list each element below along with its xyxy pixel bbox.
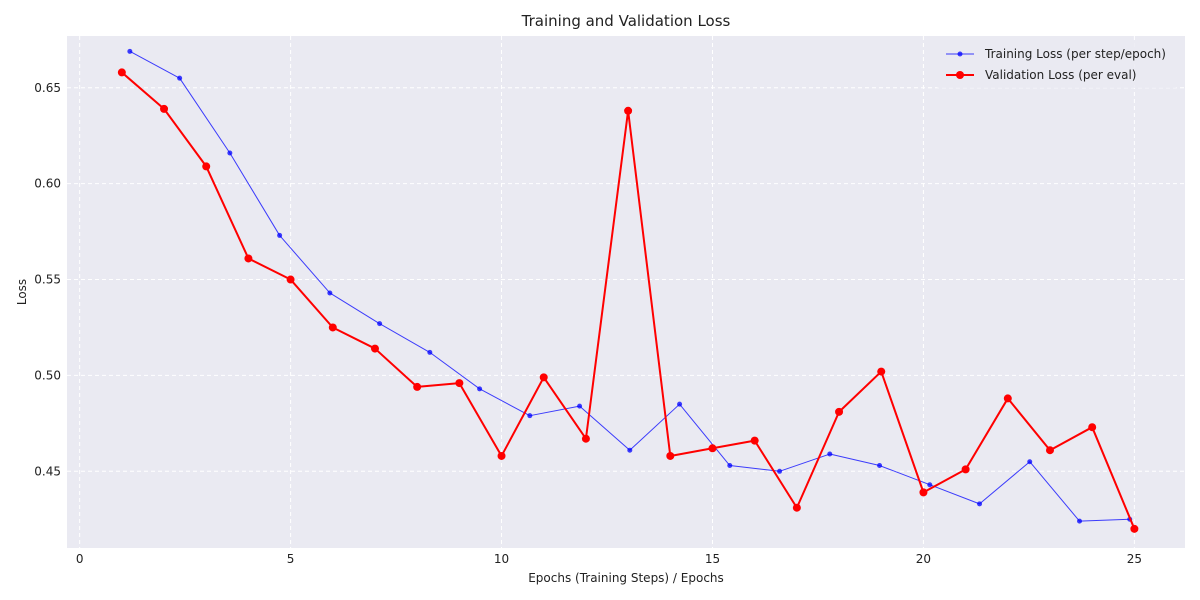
training-loss-point xyxy=(827,451,833,457)
training-loss-point xyxy=(877,463,883,469)
legend: Training Loss (per step/epoch) Validatio… xyxy=(936,42,1178,88)
x-tick-label: 15 xyxy=(705,552,720,566)
y-tick-label: 0.65 xyxy=(34,81,61,95)
training-loss-point xyxy=(327,290,333,296)
validation-loss-point xyxy=(835,407,844,416)
training-loss-point xyxy=(627,447,633,453)
validation-loss-point xyxy=(328,323,337,332)
legend-label-training: Training Loss (per step/epoch) xyxy=(984,47,1166,61)
legend-label-validation: Validation Loss (per eval) xyxy=(985,68,1137,82)
validation-loss-point xyxy=(919,488,928,497)
y-axis-label: Loss xyxy=(15,279,29,305)
y-tick-label: 0.55 xyxy=(34,273,61,287)
validation-loss-point xyxy=(455,379,464,388)
training-loss-point xyxy=(727,463,733,469)
chart-title: Training and Validation Loss xyxy=(521,12,731,30)
validation-loss-point xyxy=(286,275,295,284)
training-loss-point xyxy=(927,482,933,488)
x-tick-label: 5 xyxy=(287,552,295,566)
series-layer xyxy=(117,48,1139,533)
x-tick-label: 25 xyxy=(1127,552,1142,566)
x-tick-label: 20 xyxy=(916,552,931,566)
validation-loss-point xyxy=(1045,446,1054,455)
validation-loss-point xyxy=(666,451,675,460)
training-loss-point xyxy=(377,321,383,327)
y-tick-label: 0.45 xyxy=(34,464,61,478)
validation-loss-point xyxy=(1130,524,1139,533)
validation-loss-point xyxy=(961,465,970,474)
legend-marker-validation xyxy=(956,71,964,79)
training-loss-point xyxy=(477,386,483,392)
validation-loss-point xyxy=(117,68,126,77)
y-tick-label: 0.60 xyxy=(34,177,61,191)
training-loss-point xyxy=(977,501,983,507)
legend-marker-training xyxy=(957,51,963,57)
validation-loss-point xyxy=(708,444,717,453)
validation-loss-point xyxy=(1088,423,1097,432)
training-loss-point xyxy=(277,232,283,238)
x-axis-label: Epochs (Training Steps) / Epochs xyxy=(528,571,724,585)
training-loss-point xyxy=(527,413,533,419)
y-tick-label: 0.50 xyxy=(34,368,61,382)
training-loss-point xyxy=(177,75,183,81)
validation-loss-point xyxy=(624,106,633,115)
training-loss-point xyxy=(777,468,783,474)
validation-loss-point xyxy=(244,254,253,263)
validation-loss-point xyxy=(202,162,211,171)
validation-loss-point xyxy=(581,434,590,443)
validation-loss-point xyxy=(497,451,506,460)
validation-loss-point xyxy=(750,436,759,445)
legend-box xyxy=(936,42,1178,88)
training-loss-point xyxy=(577,403,583,409)
validation-loss-point xyxy=(539,373,548,382)
tick-labels: 0 5 10 15 20 25 0.45 0.50 0.55 0.60 0.65 xyxy=(34,81,1142,566)
validation-loss-point xyxy=(1003,394,1012,403)
training-loss-point xyxy=(127,48,133,54)
validation-loss-point xyxy=(877,367,886,376)
validation-loss-point xyxy=(160,104,169,113)
validation-loss-point xyxy=(413,382,422,391)
training-loss-point xyxy=(1077,518,1083,524)
x-tick-label: 10 xyxy=(494,552,509,566)
training-loss-point xyxy=(427,349,433,355)
training-loss-point xyxy=(677,401,683,407)
x-tick-label: 0 xyxy=(76,552,84,566)
training-loss-point xyxy=(1027,459,1033,465)
validation-loss-point xyxy=(792,503,801,512)
training-loss-point xyxy=(227,150,233,156)
validation-loss-point xyxy=(370,344,379,353)
